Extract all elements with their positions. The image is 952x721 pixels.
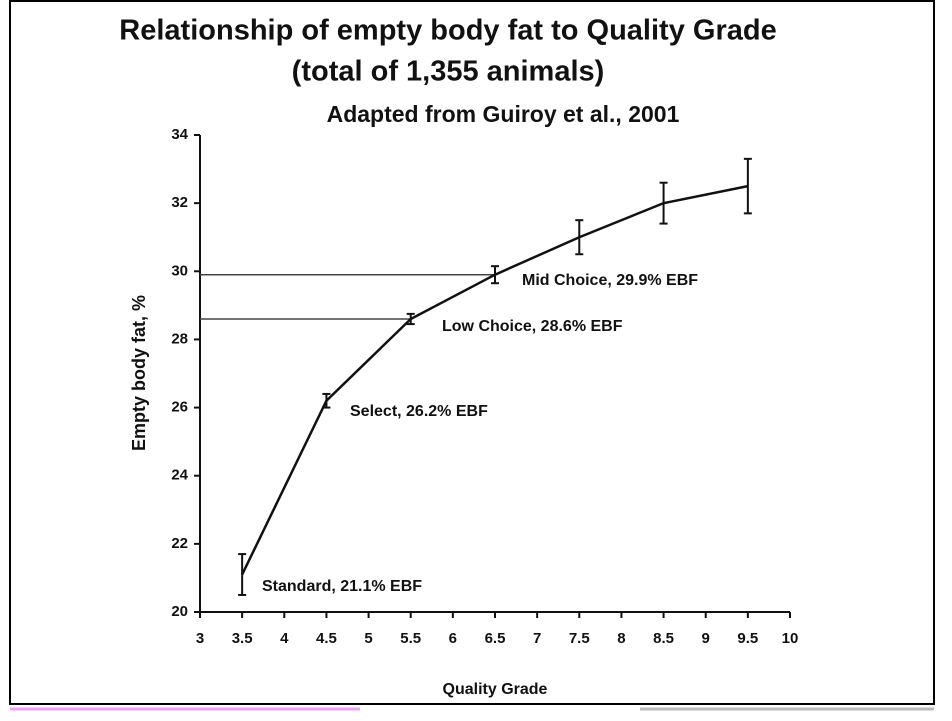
x-tick-label: 7 (533, 630, 541, 647)
y-tick-label: 26 (171, 399, 188, 416)
x-tick-label: 9.5 (737, 630, 758, 647)
y-tick-label: 24 (171, 467, 188, 484)
x-axis-label: Quality Grade (443, 681, 548, 698)
x-tick-label: 8.5 (653, 630, 674, 647)
x-tick-label: 6.5 (485, 630, 506, 647)
chart-title: Relationship of empty body fat to Qualit… (119, 15, 776, 47)
annotation: Low Choice, 28.6% EBF (442, 318, 623, 335)
error-bar (659, 181, 668, 225)
x-tick-label: 3.5 (232, 630, 253, 647)
error-bar (322, 392, 331, 409)
y-tick-label: 32 (171, 194, 188, 211)
y-tick-label: 30 (171, 262, 188, 279)
x-tick-label: 9 (702, 630, 710, 647)
error-bar (575, 219, 584, 256)
annotation: Standard, 21.1% EBF (262, 578, 422, 595)
y-tick-label: 20 (171, 603, 188, 620)
frame (9, 0, 935, 705)
error-bar (238, 553, 247, 596)
x-tick-label: 5.5 (400, 630, 421, 647)
y-tick-label: 22 (171, 535, 188, 552)
annotation: Mid Choice, 29.9% EBF (522, 272, 698, 289)
x-tick-label: 4 (280, 630, 289, 647)
x-tick-label: 8 (617, 630, 625, 647)
x-tick-label: 7.5 (569, 630, 590, 647)
error-bar (743, 157, 752, 215)
chart-subtitle: (total of 1,355 animals) (292, 56, 605, 88)
y-tick-label: 28 (171, 330, 188, 347)
y-tick-label: 34 (171, 126, 188, 143)
error-bar (491, 265, 499, 285)
x-tick-label: 3 (196, 630, 204, 647)
error-bar (406, 312, 415, 326)
x-tick-label: 6 (449, 630, 457, 647)
x-tick-label: 4.5 (316, 630, 337, 647)
y-axis-label: Empty body fat, % (129, 295, 149, 451)
x-tick-label: 5 (364, 630, 372, 647)
x-tick-label: 10 (782, 630, 799, 647)
source-note: Adapted from Guiroy et al., 2001 (327, 101, 680, 127)
annotation: Select, 26.2% EBF (350, 403, 488, 420)
